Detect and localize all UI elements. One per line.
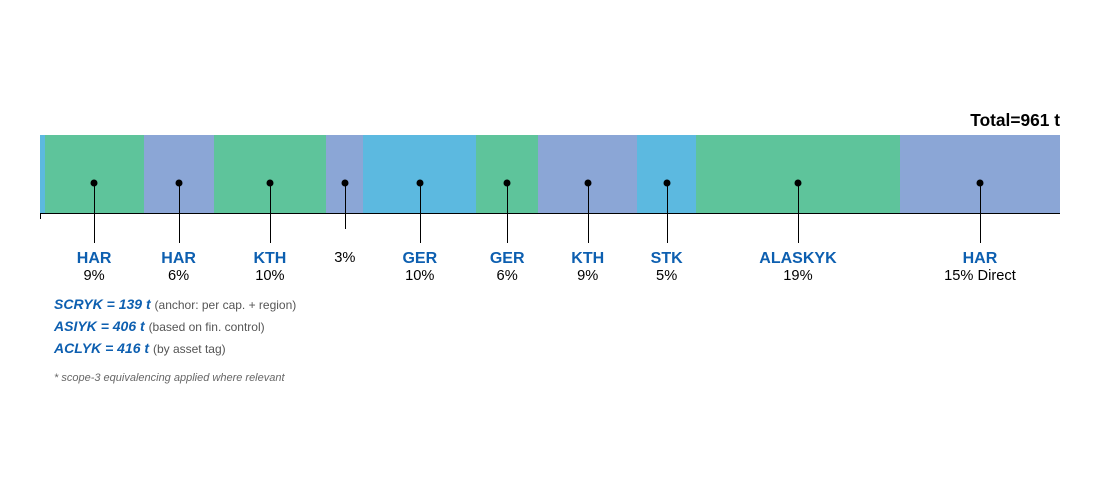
detail-line: ASIYK = 406 t (based on fin. control) <box>54 318 265 334</box>
segment-label-text: HAR <box>161 250 196 268</box>
lollipop-dot <box>584 180 591 187</box>
detail-value: = 416 t <box>105 340 153 356</box>
lollipop-dot <box>976 180 983 187</box>
lollipop-dot <box>91 180 98 187</box>
axis-line <box>40 213 1060 214</box>
segment-label-text: HAR <box>944 250 1016 268</box>
segment-label: KTH9% <box>571 250 604 285</box>
lollipop-stem <box>345 183 346 229</box>
detail-extra: (anchor: per cap. + region) <box>155 298 297 312</box>
detail-label: SCRYK <box>54 296 107 312</box>
lollipop-stem <box>667 183 668 243</box>
total-prefix: Total= <box>970 110 1020 130</box>
segment-label: HAR15% Direct <box>944 250 1016 285</box>
detail-label: ACLYK <box>54 340 105 356</box>
segment-label: KTH10% <box>253 250 286 285</box>
segment-label-text: STK <box>651 250 683 268</box>
lollipop-dot <box>175 180 182 187</box>
segment-label: HAR9% <box>77 250 112 285</box>
segment-sub-text: 15% Direct <box>944 268 1016 285</box>
segment-label-text: HAR <box>77 250 112 268</box>
lollipop-stem <box>980 183 981 243</box>
footnote: * scope-3 equivalencing applied where re… <box>54 372 285 384</box>
segment-label: HAR6% <box>161 250 196 285</box>
segment-sub-text: 6% <box>490 268 525 285</box>
total-value: 961 t <box>1021 110 1061 130</box>
segment-label: STK5% <box>651 250 683 285</box>
lollipop-stem <box>420 183 421 243</box>
lollipop-stem <box>94 183 95 243</box>
lollipop-stem <box>588 183 589 243</box>
segment-label: ALASKYK19% <box>759 250 836 285</box>
lollipop-dot <box>663 180 670 187</box>
detail-line: SCRYK = 139 t (anchor: per cap. + region… <box>54 296 296 312</box>
detail-line: ACLYK = 416 t (by asset tag) <box>54 340 226 356</box>
detail-label: ASIYK <box>54 318 101 334</box>
total-label: Total=961 t <box>970 110 1060 131</box>
segment-sub-text: 10% <box>402 268 437 285</box>
lollipop-stem <box>179 183 180 243</box>
segment-label-text: ALASKYK <box>759 250 836 268</box>
segment-label: GER10% <box>402 250 437 285</box>
lollipop-dot <box>266 180 273 187</box>
lollipop-stem <box>798 183 799 243</box>
segment-label-text: KTH <box>253 250 286 268</box>
segment-sub-text: 9% <box>571 268 604 285</box>
segment-label-text: GER <box>490 250 525 268</box>
lollipop-dot <box>341 180 348 187</box>
stacked-bar <box>40 135 1060 213</box>
segment-sub-text: 5% <box>651 268 683 285</box>
lollipop-dot <box>794 180 801 187</box>
detail-value: = 406 t <box>101 318 149 334</box>
segment-sub-text: 10% <box>253 268 286 285</box>
segment-label-text: KTH <box>571 250 604 268</box>
lollipop-dot <box>504 180 511 187</box>
lollipop-stem <box>270 183 271 243</box>
segment-sub-text: 19% <box>759 268 836 285</box>
segment-label: GER6% <box>490 250 525 285</box>
segment-sub-text: 6% <box>161 268 196 285</box>
detail-extra: (by asset tag) <box>153 342 226 356</box>
detail-value: = 139 t <box>107 296 155 312</box>
detail-extra: (based on fin. control) <box>149 320 265 334</box>
segment-label-text: GER <box>402 250 437 268</box>
segment-sub-text: 9% <box>77 268 112 285</box>
lollipop-dot <box>416 180 423 187</box>
segment-label: 3% <box>334 250 355 267</box>
lollipop-stem <box>507 183 508 243</box>
segment-sub-text: 3% <box>334 250 355 267</box>
